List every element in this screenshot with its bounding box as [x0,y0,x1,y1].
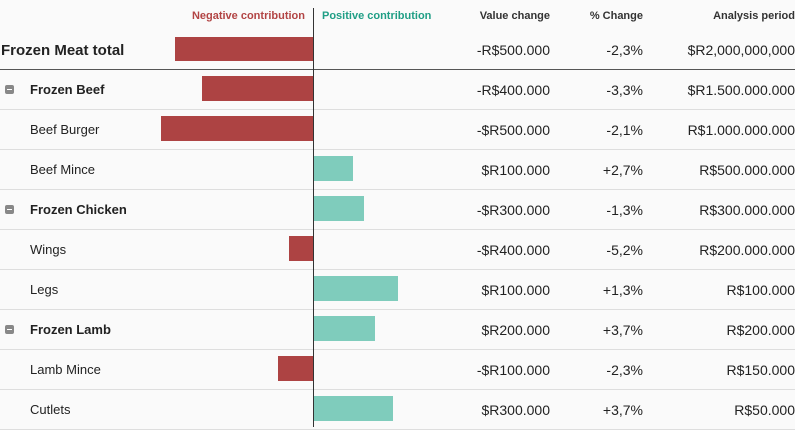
table-row: Beef Mince $R100.000 +2,7% R$500.000.000 [0,149,795,190]
analysis-period-cell: R$200.000.000 [699,242,795,258]
row-label: Cutlets [30,402,71,417]
value-change-cell: -$R500.000 [476,122,550,138]
value-change-cell: $R300.000 [481,402,550,418]
table-row: Lamb Mince -$R100.000 -2,3% R$150.000 [0,349,795,390]
value-change-cell: -R$400.000 [476,82,550,98]
row-label: Frozen Beef [30,82,105,97]
positive-contribution-bar [314,196,364,221]
negative-contribution-bar [289,236,313,261]
analysis-period-cell: R$500.000.000 [699,162,795,178]
positive-contribution-bar [314,396,393,421]
zero-axis-line [313,8,314,427]
collapse-icon[interactable] [5,325,14,334]
table-row: Wings -$R400.000 -5,2% R$200.000.000 [0,229,795,270]
group-row[interactable]: Frozen Chicken -$R300.000 -1,3% R$300.000.0… [0,189,795,230]
row-label: Beef Mince [30,162,96,177]
collapse-icon[interactable] [5,205,14,214]
analysis-period-cell: $R2,000,000,000 [687,42,795,58]
pct-change-cell: -5,2% [606,242,643,258]
positive-contribution-header: Positive contribution [322,10,432,22]
negative-contribution-header: Negative contribution [191,10,305,22]
value-change-header[interactable]: Value change [479,10,550,22]
value-change-cell: -$R400.000 [476,242,550,258]
analysis-period-cell: R$1.000.000.000 [687,122,795,138]
positive-contribution-bar [314,156,353,181]
value-change-cell: -R$500.000 [476,42,550,58]
group-row[interactable]: Frozen Lamb $R200.000 +3,7% R$200.000 [0,309,795,350]
analysis-period-cell: R$300.000.000 [699,202,795,218]
row-label: Beef Burger [30,122,100,137]
value-change-cell: $R200.000 [481,322,550,338]
positive-contribution-bar [314,276,399,301]
row-label: Lamb Mince [30,362,101,377]
total-row: Frozen Meat total -R$500.000 -2,3% $R2,000,… [0,30,795,70]
analysis-period-cell: R$100.000 [726,282,795,298]
pct-change-cell: -3,3% [606,82,643,98]
value-change-cell: $R100.000 [481,162,550,178]
pct-change-cell: +2,7% [602,162,643,178]
negative-contribution-bar [278,356,313,381]
negative-contribution-bar [160,116,313,141]
value-change-cell: -$R100.000 [476,362,550,378]
table-row: Beef Burger -$R500.000 -2,1% R$1.000.000.00… [0,109,795,150]
analysis-period-header[interactable]: Analysis period [713,10,795,22]
collapse-icon[interactable] [5,85,14,94]
negative-contribution-bar [174,37,313,61]
pct-change-cell: +3,7% [602,322,643,338]
row-label: Legs [30,282,59,297]
analysis-period-cell: R$50.000 [734,402,795,418]
group-row[interactable]: Frozen Beef -R$400.000 -3,3% $R1.500.000.00… [0,69,795,110]
pct-change-cell: -1,3% [606,202,643,218]
pct-change-cell: +3,7% [602,402,643,418]
pct-change-cell: +1,3% [602,282,643,298]
table-header: Negative contribution Positive contribut… [0,0,795,30]
pct-change-cell: -2,3% [606,42,643,58]
pct-change-cell: -2,1% [606,122,643,138]
pct-change-header[interactable]: % Change [589,10,643,22]
row-label: Frozen Meat total [1,42,125,59]
table-row: Cutlets $R300.000 +3,7% R$50.000 [0,389,795,430]
row-label: Frozen Lamb [30,322,111,337]
value-change-cell: $R100.000 [481,282,550,298]
analysis-period-cell: R$150.000 [726,362,795,378]
analysis-period-cell: $R1.500.000.000 [687,82,795,98]
negative-contribution-bar [202,76,313,101]
row-label: Frozen Chicken [30,202,127,217]
table-row: Legs $R100.000 +1,3% R$100.000 [0,269,795,310]
positive-contribution-bar [314,316,375,341]
pct-change-cell: -2,3% [606,362,643,378]
row-label: Wings [30,242,67,257]
analysis-period-cell: R$200.000 [726,322,795,338]
value-change-cell: -$R300.000 [476,202,550,218]
